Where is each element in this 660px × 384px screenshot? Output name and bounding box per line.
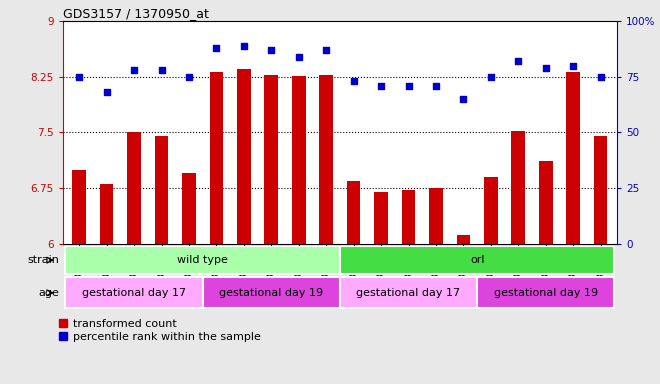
- Bar: [127, 132, 141, 244]
- Text: gestational day 19: gestational day 19: [494, 288, 598, 298]
- Bar: [346, 181, 360, 244]
- Legend: transformed count, percentile rank within the sample: transformed count, percentile rank withi…: [58, 318, 261, 342]
- Text: gestational day 19: gestational day 19: [219, 288, 323, 298]
- Bar: [539, 161, 552, 244]
- Point: [376, 83, 386, 89]
- Bar: [319, 74, 333, 244]
- Bar: [402, 190, 415, 244]
- Point: [321, 47, 331, 53]
- Bar: [182, 173, 196, 244]
- Bar: [429, 188, 443, 244]
- Point: [568, 63, 578, 69]
- Bar: [65, 247, 340, 274]
- Point: [513, 58, 523, 64]
- Bar: [65, 277, 203, 308]
- Bar: [340, 277, 477, 308]
- Bar: [457, 235, 471, 244]
- Point: [595, 74, 606, 80]
- Point: [294, 54, 304, 60]
- Point: [102, 89, 112, 96]
- Point: [183, 74, 194, 80]
- Text: orl: orl: [470, 255, 484, 265]
- Point: [74, 74, 84, 80]
- Bar: [203, 277, 340, 308]
- Bar: [154, 136, 168, 244]
- Point: [403, 83, 414, 89]
- Point: [266, 47, 277, 53]
- Point: [156, 67, 167, 73]
- Text: gestational day 17: gestational day 17: [356, 288, 461, 298]
- Text: gestational day 17: gestational day 17: [82, 288, 186, 298]
- Bar: [477, 277, 614, 308]
- Bar: [209, 71, 223, 244]
- Bar: [100, 184, 114, 244]
- Bar: [265, 74, 278, 244]
- Bar: [566, 71, 580, 244]
- Bar: [73, 170, 86, 244]
- Bar: [237, 69, 251, 244]
- Text: GDS3157 / 1370950_at: GDS3157 / 1370950_at: [63, 7, 209, 20]
- Text: age: age: [38, 288, 59, 298]
- Bar: [594, 136, 607, 244]
- Point: [238, 43, 249, 49]
- Point: [431, 83, 442, 89]
- Point: [541, 65, 551, 71]
- Bar: [484, 177, 498, 244]
- Text: strain: strain: [28, 255, 59, 265]
- Bar: [374, 192, 388, 244]
- Point: [486, 74, 496, 80]
- Point: [129, 67, 139, 73]
- Text: wild type: wild type: [178, 255, 228, 265]
- Bar: [292, 76, 306, 244]
- Bar: [340, 247, 614, 274]
- Point: [211, 45, 222, 51]
- Point: [458, 96, 469, 102]
- Point: [348, 78, 359, 84]
- Bar: [512, 131, 525, 244]
